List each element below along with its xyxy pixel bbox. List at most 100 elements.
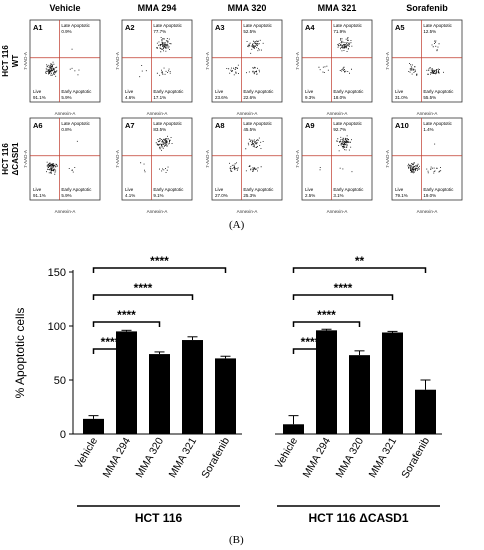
- live-value: 91.1%: [33, 193, 46, 198]
- plot-frame: [211, 117, 283, 201]
- significance-bracket: [292, 321, 361, 327]
- live-label: Live: [33, 89, 42, 94]
- early-apoptotic-value: 55.5%: [423, 95, 436, 100]
- x-axis-label: Annexin-A: [327, 111, 348, 116]
- live-value: 4.1%: [125, 193, 135, 198]
- plot-frame: [211, 19, 283, 103]
- plot-frame: [301, 117, 373, 201]
- y-tick-label: 100: [48, 321, 66, 333]
- early-apoptotic-label: Early Apoptotic: [333, 187, 364, 192]
- late-apoptotic-value: 0.9%: [61, 29, 71, 34]
- significance-bracket: [292, 294, 394, 300]
- plot-id: A9: [305, 121, 315, 130]
- late-apoptotic-label: Late Apoptotic: [61, 121, 90, 126]
- bar: [182, 340, 203, 434]
- live-value: 31.0%: [395, 95, 408, 100]
- live-label: Live: [305, 89, 314, 94]
- early-apoptotic-label: Early Apoptotic: [243, 187, 274, 192]
- late-apoptotic-label: Late Apoptotic: [333, 121, 362, 126]
- flow-cytometry-panel: Vehicle MMA 294 MMA 320 MMA 321 Sorafenib HCT…: [1, 3, 463, 214]
- late-apoptotic-value: 83.5%: [153, 127, 166, 132]
- plot-id: A6: [33, 121, 43, 130]
- live-label: Live: [305, 187, 314, 192]
- live-value: 2.5%: [305, 193, 315, 198]
- live-label: Live: [33, 187, 42, 192]
- live-value: 23.6%: [215, 95, 228, 100]
- late-apoptotic-value: 45.5%: [243, 127, 256, 132]
- y-tick-label: 150: [48, 267, 66, 279]
- significance-bracket: [92, 267, 227, 273]
- y-axis-label: 7-AAD-A: [385, 52, 390, 70]
- significance-stars: **: [355, 254, 365, 268]
- live-label: Live: [215, 187, 224, 192]
- column-header: Sorafenib: [406, 3, 448, 13]
- plot-id: A1: [33, 23, 43, 32]
- plot-id: A3: [215, 23, 225, 32]
- y-axis-label: 7-AAD-A: [115, 52, 120, 70]
- live-label: Live: [215, 89, 224, 94]
- early-apoptotic-label: Early Apoptotic: [423, 187, 454, 192]
- early-apoptotic-label: Early Apoptotic: [153, 187, 184, 192]
- bar: [382, 332, 403, 434]
- x-axis-label: Annexin-A: [237, 111, 258, 116]
- early-apoptotic-label: Early Apoptotic: [61, 89, 92, 94]
- column-header: MMA 294: [138, 3, 177, 13]
- y-axis-label: 7-AAD-A: [385, 150, 390, 168]
- row-header: HCT 116ΔCASD1: [1, 142, 20, 175]
- panel-b-label: (B): [229, 534, 244, 546]
- y-axis-label: 7-AAD-A: [115, 150, 120, 168]
- plot-frame: [29, 117, 101, 201]
- x-tick-label: MMA 320: [134, 435, 167, 480]
- late-apoptotic-label: Late Apoptotic: [423, 121, 452, 126]
- late-apoptotic-value: 1.4%: [423, 127, 433, 132]
- x-tick-label: MMA 294: [301, 435, 334, 480]
- significance-stars: ****: [301, 335, 320, 349]
- scatter-events: [226, 39, 264, 76]
- x-axis-label: Annexin-A: [417, 209, 438, 214]
- early-apoptotic-value: 17.1%: [153, 95, 166, 100]
- significance-bracket: [292, 348, 328, 354]
- live-label: Live: [125, 187, 134, 192]
- bar: [149, 354, 170, 434]
- significance-stars: ****: [134, 281, 153, 295]
- late-apoptotic-label: Late Apoptotic: [153, 121, 182, 126]
- live-value: 91.1%: [33, 95, 46, 100]
- live-value: 4.6%: [125, 95, 135, 100]
- x-tick-label: MMA 294: [101, 435, 134, 480]
- x-axis-label: Annexin-A: [147, 111, 168, 116]
- bar: [316, 330, 337, 434]
- y-axis-label: 7-AAD-A: [205, 52, 210, 70]
- scatter-events: [319, 135, 353, 173]
- column-header: Vehicle: [49, 3, 80, 13]
- early-apoptotic-value: 5.9%: [61, 95, 71, 100]
- early-apoptotic-value: 25.3%: [243, 193, 256, 198]
- x-axis-label: Annexin-A: [147, 209, 168, 214]
- scatter-events: [45, 48, 80, 77]
- x-tick-label: MMA 321: [167, 435, 200, 480]
- bar: [116, 331, 137, 434]
- live-value: 27.0%: [215, 193, 228, 198]
- y-axis-label: 7-AAD-A: [23, 150, 28, 168]
- column-header: MMA 320: [228, 3, 267, 13]
- plot-frame: [121, 19, 193, 103]
- x-tick-label: MMA 320: [334, 435, 367, 480]
- x-tick-label: Sorafenib: [199, 435, 232, 480]
- scatter-events: [139, 37, 172, 78]
- scatter-events: [318, 37, 353, 74]
- y-axis-label: 7-AAD-A: [205, 150, 210, 168]
- panel-a-label: (A): [229, 219, 245, 231]
- x-axis-label: Annexin-A: [327, 209, 348, 214]
- early-apoptotic-value: 22.6%: [243, 95, 256, 100]
- early-apoptotic-value: 9.1%: [153, 193, 163, 198]
- early-apoptotic-label: Early Apoptotic: [243, 89, 274, 94]
- early-apoptotic-value: 5.9%: [61, 193, 71, 198]
- bar: [83, 418, 104, 434]
- live-value: 9.3%: [305, 95, 315, 100]
- column-header: MMA 321: [318, 3, 357, 13]
- live-label: Live: [395, 187, 404, 192]
- plot-id: A2: [125, 23, 135, 32]
